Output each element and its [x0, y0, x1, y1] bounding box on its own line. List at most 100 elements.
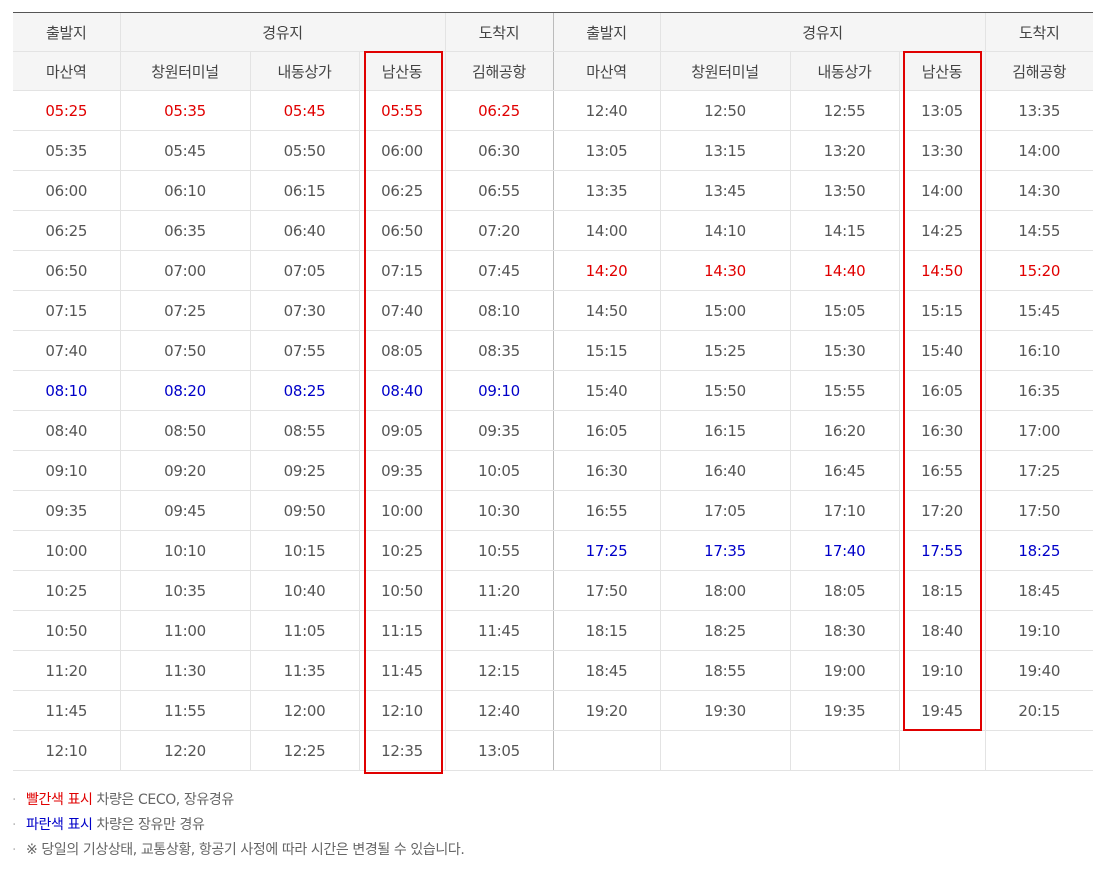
table-row: 05:25 05:35 05:45 05:55 06:25 12:40 12:50 12:55…	[13, 90, 1093, 131]
time-cell	[659, 730, 790, 771]
time-cell: 18:30	[789, 610, 899, 651]
time-cell: 14:30	[984, 170, 1093, 211]
time-cell: 16:30	[552, 450, 660, 491]
time-cell: 16:05	[552, 410, 660, 451]
time-cell: 06:00	[358, 130, 445, 171]
time-cell: 06:55	[444, 170, 553, 211]
time-cell: 14:00	[552, 210, 660, 251]
time-cell: 15:40	[552, 370, 660, 411]
bus-timetable: 출발지 경유지 도착지 출발지 경유지 도착지 마산역 창원터미널 내동상가 남…	[13, 12, 1093, 771]
time-cell: 16:55	[552, 490, 660, 531]
time-cell: 15:40	[898, 330, 985, 371]
time-cell: 07:30	[249, 290, 359, 331]
time-cell: 17:50	[984, 490, 1093, 531]
time-cell: 09:35	[444, 410, 553, 451]
time-cell: 10:40	[249, 570, 359, 611]
time-cell: 18:45	[552, 650, 660, 691]
time-cell: 13:05	[552, 130, 660, 171]
time-cell: 11:15	[358, 610, 445, 651]
time-cell: 07:00	[119, 250, 250, 291]
stop-naedong-right: 내동상가	[789, 51, 899, 91]
time-cell: 07:25	[119, 290, 250, 331]
bullet-icon: ·	[12, 792, 17, 808]
time-cell: 09:25	[249, 450, 359, 491]
time-cell	[898, 730, 985, 771]
time-cell: 17:35	[659, 530, 790, 571]
stop-namsan-left: 남산동	[358, 51, 445, 91]
time-cell: 10:00	[358, 490, 445, 531]
time-cell: 18:00	[659, 570, 790, 611]
time-cell: 11:45	[358, 650, 445, 691]
time-cell: 07:20	[444, 210, 553, 251]
time-cell: 18:15	[552, 610, 660, 651]
time-cell: 11:20	[444, 570, 553, 611]
time-cell: 06:15	[249, 170, 359, 211]
time-cell: 06:25	[444, 90, 553, 131]
time-cell: 16:20	[789, 410, 899, 451]
time-cell: 15:00	[659, 290, 790, 331]
time-cell: 14:40	[789, 250, 899, 291]
time-cell: 18:05	[789, 570, 899, 611]
time-cell: 13:35	[984, 90, 1093, 131]
time-cell: 14:00	[898, 170, 985, 211]
time-cell: 05:50	[249, 130, 359, 171]
header-departure-left: 출발지	[13, 12, 120, 52]
header-via-left: 경유지	[119, 12, 445, 52]
time-cell: 06:35	[119, 210, 250, 251]
time-cell: 06:40	[249, 210, 359, 251]
time-cell: 09:35	[13, 490, 120, 531]
timetable-body: 05:25 05:35 05:45 05:55 06:25 12:40 12:50 12:55…	[13, 90, 1093, 771]
time-cell: 11:45	[444, 610, 553, 651]
note-blue-highlight: 파란색 표시	[26, 817, 93, 833]
time-cell: 09:10	[444, 370, 553, 411]
legend-notes: · 빨간색 표시 차량은 CECO, 장유경유 · 파란색 표시 차량은 장유만 경…	[12, 789, 465, 864]
time-cell: 15:45	[984, 290, 1093, 331]
time-cell: 16:55	[898, 450, 985, 491]
time-cell: 15:55	[789, 370, 899, 411]
table-row: 06:25 06:35 06:40 06:50 07:20 14:00 14:10 14:15…	[13, 210, 1093, 251]
time-cell: 07:15	[358, 250, 445, 291]
stop-namsan-right: 남산동	[898, 51, 985, 91]
time-cell: 10:30	[444, 490, 553, 531]
stop-changwon-terminal-right: 창원터미널	[659, 51, 790, 91]
header-arrival-left: 도착지	[444, 12, 553, 52]
time-cell: 13:45	[659, 170, 790, 211]
table-row: 10:00 10:10 10:15 10:25 10:55 17:25 17:35 17:40…	[13, 530, 1093, 571]
stop-changwon-terminal-left: 창원터미널	[119, 51, 250, 91]
time-cell: 17:25	[552, 530, 660, 571]
time-cell: 15:05	[789, 290, 899, 331]
time-cell: 10:35	[119, 570, 250, 611]
time-cell: 12:15	[444, 650, 553, 691]
time-cell: 08:20	[119, 370, 250, 411]
note-blue-text: 차량은 장유만 경유	[92, 817, 205, 833]
table-row: 10:25 10:35 10:40 10:50 11:20 17:50 18:00 18:05…	[13, 570, 1093, 611]
time-cell: 16:15	[659, 410, 790, 451]
time-cell: 08:40	[13, 410, 120, 451]
note-disclaimer: · ※ 당일의 기상상태, 교통상황, 항공기 사정에 따라 시간은 변경될 수 …	[12, 839, 465, 864]
time-cell: 06:25	[13, 210, 120, 251]
time-cell: 09:45	[119, 490, 250, 531]
table-row: 12:10 12:20 12:25 12:35 13:05	[13, 730, 1093, 771]
time-cell: 09:35	[358, 450, 445, 491]
time-cell: 15:50	[659, 370, 790, 411]
time-cell: 10:50	[13, 610, 120, 651]
stop-naedong-left: 내동상가	[249, 51, 359, 91]
table-row: 11:20 11:30 11:35 11:45 12:15 18:45 18:55 19:00…	[13, 650, 1093, 691]
time-cell: 11:00	[119, 610, 250, 651]
time-cell: 08:05	[358, 330, 445, 371]
time-cell: 17:05	[659, 490, 790, 531]
time-cell: 19:40	[984, 650, 1093, 691]
time-cell: 11:45	[13, 690, 120, 731]
time-cell: 13:15	[659, 130, 790, 171]
time-cell: 07:50	[119, 330, 250, 371]
time-cell: 06:25	[358, 170, 445, 211]
table-row: 08:10 08:20 08:25 08:40 09:10 15:40 15:50 15:55…	[13, 370, 1093, 411]
time-cell: 06:50	[13, 250, 120, 291]
time-cell: 17:00	[984, 410, 1093, 451]
note-blue: · 파란색 표시 차량은 장유만 경유	[12, 814, 464, 839]
note-disclaimer-text: ※ 당일의 기상상태, 교통상황, 항공기 사정에 따라 시간은 변경될 수 있…	[26, 842, 465, 858]
table-row: 05:35 05:45 05:50 06:00 06:30 13:05 13:15 13:20…	[13, 130, 1093, 171]
time-cell: 16:40	[659, 450, 790, 491]
time-cell: 06:30	[444, 130, 553, 171]
time-cell: 08:10	[444, 290, 553, 331]
